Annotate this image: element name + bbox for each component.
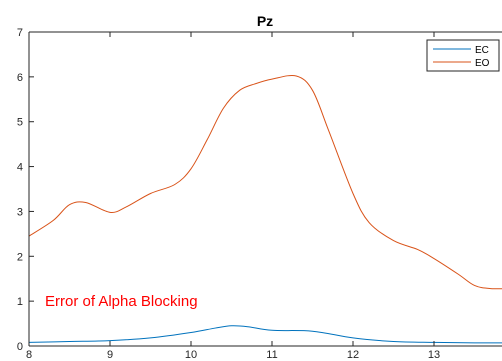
y-tick-label: 4 (17, 162, 23, 174)
annotation-text: Error of Alpha Blocking (45, 293, 198, 310)
y-tick-label: 2 (17, 251, 23, 263)
legend-box (426, 39, 500, 72)
y-tick-label: 7 (17, 27, 23, 39)
y-tick-label: 0 (17, 341, 23, 353)
series-line-ec (29, 325, 502, 344)
legend-label-eo: EO (475, 58, 490, 69)
chart-title: Pz (257, 13, 273, 29)
series-layer (29, 74, 502, 344)
x-tick-label: 8 (26, 349, 32, 361)
y-tick-label: 1 (17, 296, 23, 308)
legend-label-ec: EC (475, 45, 489, 56)
x-tick-label: 9 (107, 349, 113, 361)
y-tick-label: 6 (17, 72, 23, 84)
series-line-eo (29, 74, 502, 290)
plot-area (29, 32, 502, 346)
x-tick-label: 12 (347, 349, 359, 361)
x-tick-label: 10 (185, 349, 197, 361)
y-tick-label: 5 (17, 117, 23, 129)
legend: EC EO (426, 39, 500, 72)
y-tick-label: 3 (17, 206, 23, 218)
x-tick-label: 11 (266, 349, 277, 361)
x-tick-label: 13 (428, 349, 440, 361)
